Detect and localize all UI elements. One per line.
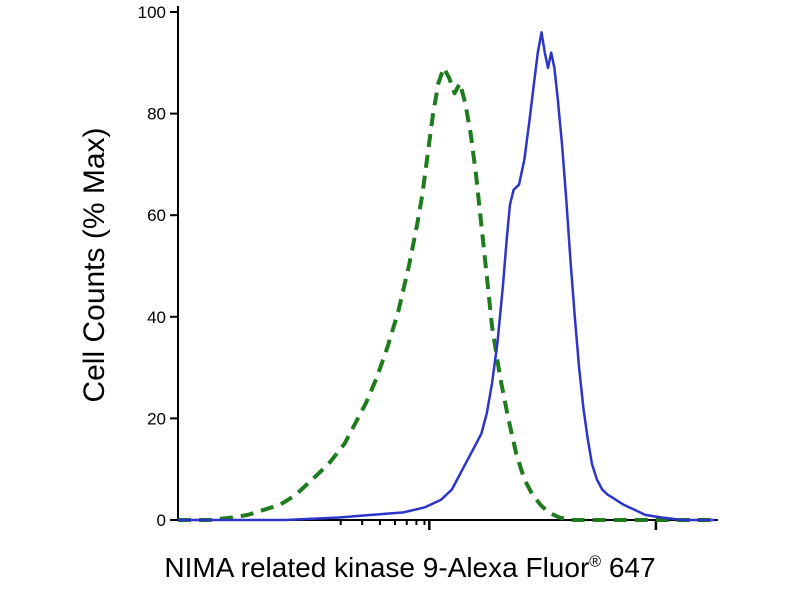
x-axis-label-text: NIMA related kinase 9-Alexa Fluor — [164, 552, 590, 583]
y-tick-label: 40 — [147, 308, 166, 327]
y-axis-label: Cell Counts (% Max) — [78, 127, 111, 403]
y-tick-label: 80 — [147, 105, 166, 124]
y-tick-label: 20 — [147, 409, 166, 428]
x-axis-label-suffix: 647 — [601, 552, 656, 583]
green-dashed-curve — [178, 65, 715, 522]
y-tick-label: 60 — [147, 206, 166, 225]
y-tick-label: 0 — [157, 511, 166, 530]
y-tick-label: 100 — [138, 3, 166, 22]
x-axis-label: NIMA related kinase 9-Alexa Fluor® 647 — [20, 552, 800, 584]
registered-trademark-symbol: ® — [589, 553, 602, 571]
blue-solid-curve — [178, 31, 715, 522]
